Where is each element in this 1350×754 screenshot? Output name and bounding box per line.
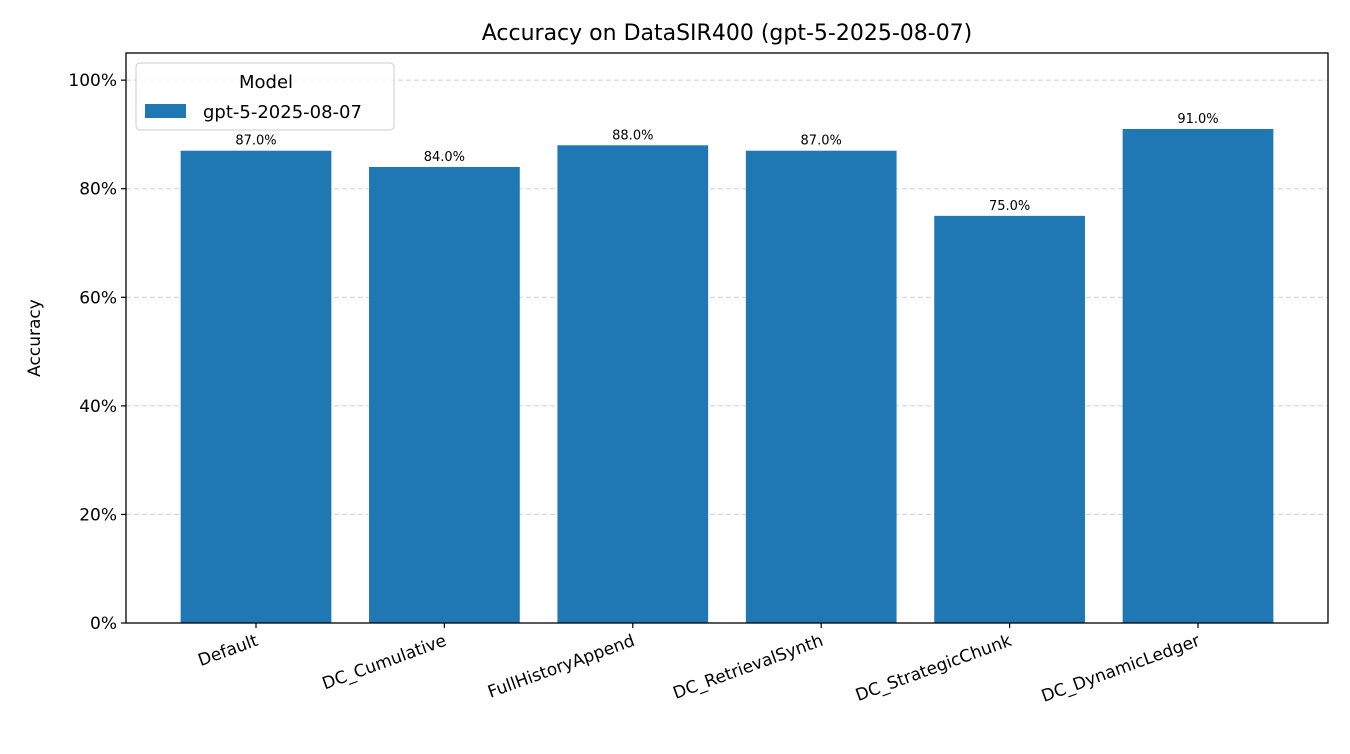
data-label: 75.0% — [989, 199, 1030, 214]
legend-swatch — [145, 104, 186, 118]
y-axis-label: Accuracy — [25, 299, 45, 377]
x-axis: Default DC_Cumulative FullHistoryAppend DC_… — [195, 623, 1203, 707]
bar — [180, 150, 332, 623]
bar — [1122, 129, 1274, 623]
x-tick-label: DC_StrategicChunk — [853, 631, 1014, 706]
y-tick-label: 60% — [79, 288, 117, 308]
plot-frame — [125, 52, 1329, 624]
bar — [557, 145, 709, 624]
bars — [180, 129, 1274, 624]
x-tick-label: DC_Cumulative — [320, 631, 449, 694]
y-tick-label: 100% — [68, 71, 117, 91]
data-label: 84.0% — [424, 150, 465, 165]
y-tick-label: 80% — [79, 180, 117, 200]
legend-entry: gpt-5-2025-08-07 — [203, 102, 362, 123]
y-tick-label: 0% — [90, 614, 117, 634]
legend: Model gpt-5-2025-08-07 — [135, 62, 395, 131]
x-tick-label: Default — [195, 631, 261, 671]
data-label: 87.0% — [801, 134, 842, 149]
chart-title: Accuracy on DataSIR400 (gpt-5-2025-08-07… — [482, 21, 973, 46]
bar — [934, 215, 1085, 623]
bar — [369, 167, 520, 623]
y-tick-label: 40% — [79, 397, 117, 417]
y-axis: 0% 20% 40% 60% 80% 100% — [68, 71, 126, 634]
legend-title: Model — [239, 72, 293, 93]
data-label: 87.0% — [235, 134, 276, 149]
legend-box — [135, 62, 395, 131]
x-tick-label: DC_RetrievalSynth — [671, 631, 826, 704]
x-tick-label: FullHistoryAppend — [485, 631, 637, 703]
data-label: 88.0% — [612, 128, 653, 143]
bar — [745, 150, 897, 623]
x-tick-label: DC_DynamicLedger — [1039, 631, 1203, 707]
data-label: 91.0% — [1177, 112, 1218, 127]
data-labels: 87.0% 84.0% 88.0% 87.0% 75.0% 91.0% — [235, 112, 1218, 214]
y-tick-label: 20% — [79, 505, 117, 525]
